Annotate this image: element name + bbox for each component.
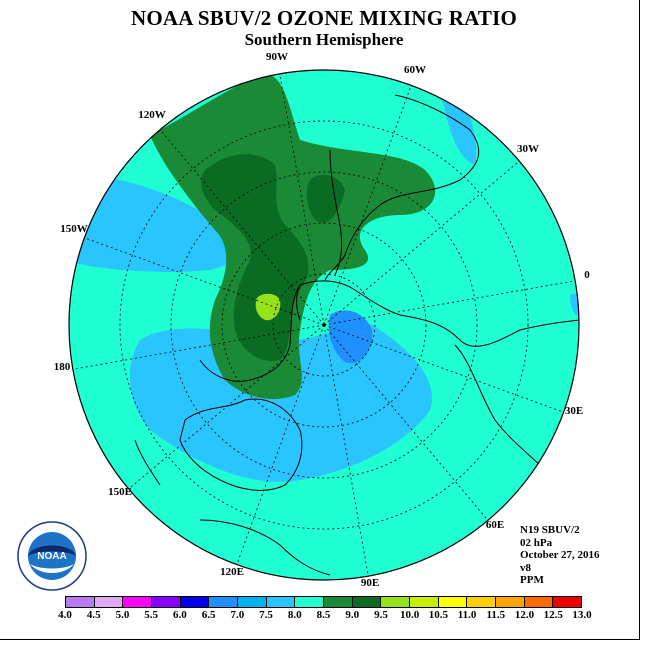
ozone-field xyxy=(69,70,579,580)
logo-text: NOAA xyxy=(37,551,66,562)
colorbar-cell xyxy=(496,597,525,607)
map-boundary xyxy=(68,69,580,581)
colorbar-tick-label: 5.0 xyxy=(115,609,130,621)
colorbar-tick-label: 6.0 xyxy=(173,609,187,621)
colorbar-tick-label: 4.0 xyxy=(58,609,72,621)
colorbar-cell xyxy=(381,597,411,607)
figure-frame xyxy=(0,0,640,640)
colorbar-tick-label: 10.0 xyxy=(400,609,420,621)
darkblue-center xyxy=(328,310,373,364)
colorbar-tick-label: 8.0 xyxy=(287,609,302,621)
colorbar-cell xyxy=(295,597,325,607)
info-version: v8 xyxy=(520,561,531,574)
colorbar-tick-label: 8.5 xyxy=(316,609,331,621)
colorbar-cell xyxy=(180,597,210,607)
colorbar-tick-label: 7.0 xyxy=(230,609,245,621)
lon-label-120w: 120W xyxy=(138,109,166,121)
colorbar-cell xyxy=(352,597,382,607)
lon-label-30e: 30E xyxy=(565,405,583,417)
australia-coast xyxy=(179,398,303,491)
colorbar-cell xyxy=(66,597,95,607)
colorbar-tick-label: 12.5 xyxy=(543,609,563,621)
indonesia xyxy=(199,519,331,576)
colorbar-tick-label: 7.5 xyxy=(259,609,273,621)
blue-region-west xyxy=(69,174,240,272)
blue-region-south xyxy=(129,323,432,482)
colorbar-tick-label: 9.5 xyxy=(374,609,388,621)
colorbar-ticks: 4.0 4.5 5.0 5.5 6.0 6.5 7.0 7.5 8.0 8.5 9.0 9.5 10.0… xyxy=(58,609,592,623)
latitude-circle xyxy=(119,120,529,530)
south-america-west xyxy=(329,149,343,276)
south-america-coast xyxy=(324,94,480,281)
colorbar-tick-label: 9.0 xyxy=(345,609,360,621)
colorbar-cell xyxy=(152,597,181,607)
colorbar-cell xyxy=(238,597,267,607)
map-title: NOAA SBUV/2 OZONE MIXING RATIO xyxy=(131,6,517,30)
colorbar-tick-label: 13.0 xyxy=(572,609,592,621)
colorbar xyxy=(65,596,582,608)
lon-label-30w: 30W xyxy=(517,143,539,155)
lon-label-150e: 150E xyxy=(108,486,132,498)
info-date: October 27, 2016 xyxy=(520,549,600,561)
colorbar-tick-label: 5.5 xyxy=(144,609,159,621)
colorbar-cell xyxy=(324,597,353,607)
map-subtitle: Southern Hemisphere xyxy=(244,30,404,49)
info-block: N19 SBUV/2 02 hPa October 27, 2016 v8 PP… xyxy=(520,524,600,587)
colorbar-cell xyxy=(94,597,124,607)
info-satellite: N19 SBUV/2 xyxy=(520,524,580,536)
colorbar-tick-label: 12.0 xyxy=(514,609,535,621)
noaa-logo: NOAA xyxy=(17,521,87,591)
latitude-circle xyxy=(221,222,427,428)
info-level: 02 hPa xyxy=(520,536,553,549)
colorbar-cell xyxy=(209,597,239,607)
logo-wave xyxy=(30,564,74,573)
lon-label-90e: 90E xyxy=(361,577,379,589)
colorbar-tick-label: 10.5 xyxy=(428,609,448,621)
colorbar-tick-label: 11.0 xyxy=(457,609,477,621)
latitude-circle xyxy=(272,273,376,377)
info-units: PPM xyxy=(520,574,544,586)
lon-label-180: 180 xyxy=(54,361,71,373)
lon-label-120e: 120E xyxy=(220,566,244,578)
latitude-circle xyxy=(170,171,478,479)
africa-tip xyxy=(454,344,546,471)
lon-label-60w: 60W xyxy=(404,64,426,76)
lon-label-90w: 90W xyxy=(266,51,288,63)
colorbar-cell xyxy=(266,597,296,607)
blue-region-patch xyxy=(320,454,345,470)
lon-label-0: 0 xyxy=(584,269,590,281)
logo-bird xyxy=(28,545,76,556)
graticule xyxy=(72,73,576,577)
colorbar-tick-label: 6.5 xyxy=(201,609,216,621)
colorbar-cell xyxy=(123,597,153,607)
colorbar-cell xyxy=(553,597,582,607)
colorbar-cell xyxy=(467,597,497,607)
colorbar-tick-label: 11.5 xyxy=(486,609,506,621)
colorbar-cell xyxy=(524,597,554,607)
green-region-north-tongue xyxy=(306,174,345,223)
antarctica-coast xyxy=(199,280,579,382)
coastlines xyxy=(134,94,579,576)
pole-marker: + xyxy=(321,320,328,329)
lon-label-150w: 150W xyxy=(60,223,88,235)
colorbar-cell xyxy=(438,597,468,607)
new-zealand xyxy=(134,439,161,486)
lon-label-60e: 60E xyxy=(486,519,504,531)
colorbar-cell xyxy=(410,597,439,607)
colorbar-tick-label: 4.5 xyxy=(86,609,101,621)
